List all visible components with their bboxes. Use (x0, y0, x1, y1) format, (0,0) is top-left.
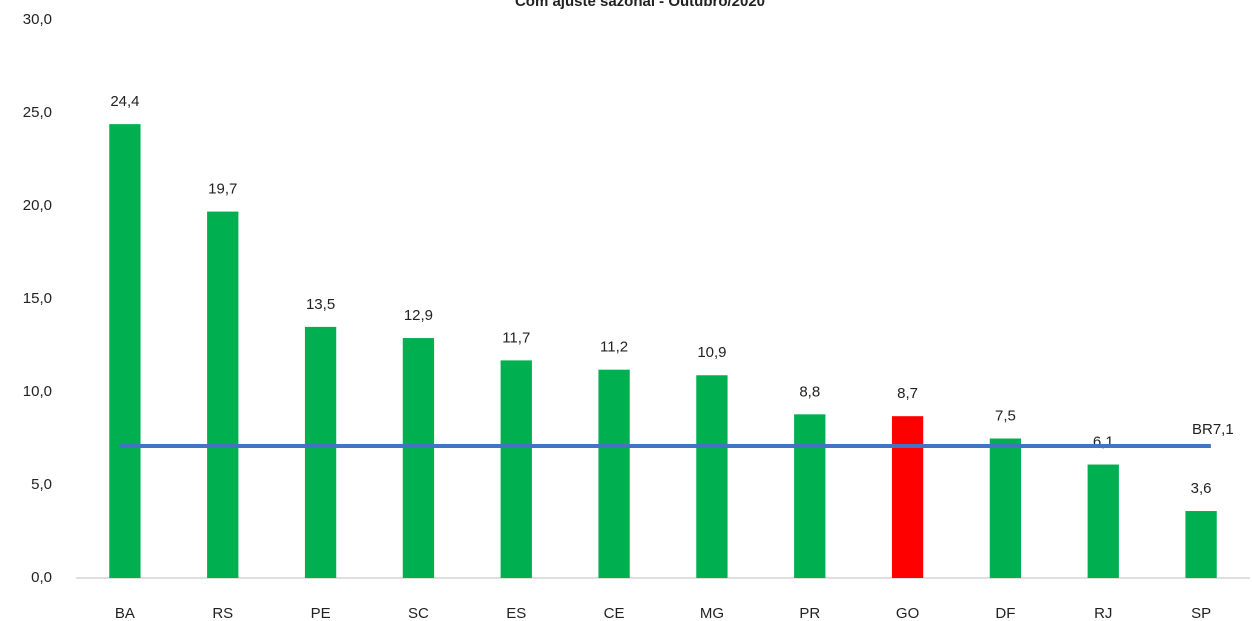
x-tick-label: SC (408, 605, 429, 621)
value-label: 19,7 (208, 181, 237, 198)
x-tick-label: SP (1191, 605, 1211, 621)
y-tick-label: 10,0 (23, 383, 52, 400)
value-label: 10,9 (697, 344, 726, 361)
bar (1185, 511, 1217, 578)
value-label: 8,7 (897, 385, 918, 402)
x-tick-label: ES (506, 605, 526, 621)
bar (500, 360, 532, 578)
x-tick-label: DF (995, 605, 1015, 621)
y-tick-label: 0,0 (31, 569, 52, 586)
value-label: 11,7 (502, 329, 530, 346)
value-label: 7,5 (995, 407, 1016, 424)
y-tick-label: 30,0 (23, 11, 52, 28)
x-tick-label: RJ (1094, 605, 1112, 621)
bar (794, 414, 826, 578)
x-tick-label: PR (799, 605, 820, 621)
bar (207, 211, 239, 578)
value-label: 24,4 (110, 93, 139, 110)
value-label: 8,8 (799, 383, 820, 400)
chart-title: Com ajuste sazonal - Outubro/2020 (515, 0, 765, 10)
y-tick-label: 15,0 (23, 290, 52, 307)
value-label: 13,5 (306, 296, 335, 313)
reference-name: BR (1192, 421, 1213, 438)
y-tick-label: 20,0 (23, 197, 52, 214)
value-label: 6,1 (1093, 434, 1114, 451)
value-label: 11,2 (600, 339, 628, 356)
x-tick-label: GO (896, 605, 919, 621)
reference-value-label: 7,1 (1213, 421, 1234, 438)
bar (696, 375, 728, 578)
x-tick-label: CE (604, 605, 625, 621)
bar (598, 369, 630, 578)
x-tick-label: RS (212, 605, 233, 621)
bar (304, 326, 337, 578)
bar (989, 438, 1022, 578)
bar (891, 416, 924, 578)
bar (109, 124, 141, 578)
y-tick-label: 5,0 (31, 476, 52, 493)
x-tick-label: MG (700, 605, 724, 621)
x-tick-label: PE (311, 605, 331, 621)
value-label: 12,9 (404, 307, 433, 324)
y-tick-label: 25,0 (23, 104, 52, 121)
x-tick-label: BA (115, 605, 135, 621)
bar (1087, 464, 1119, 578)
value-label: 3,6 (1191, 480, 1212, 497)
bar (402, 338, 435, 578)
